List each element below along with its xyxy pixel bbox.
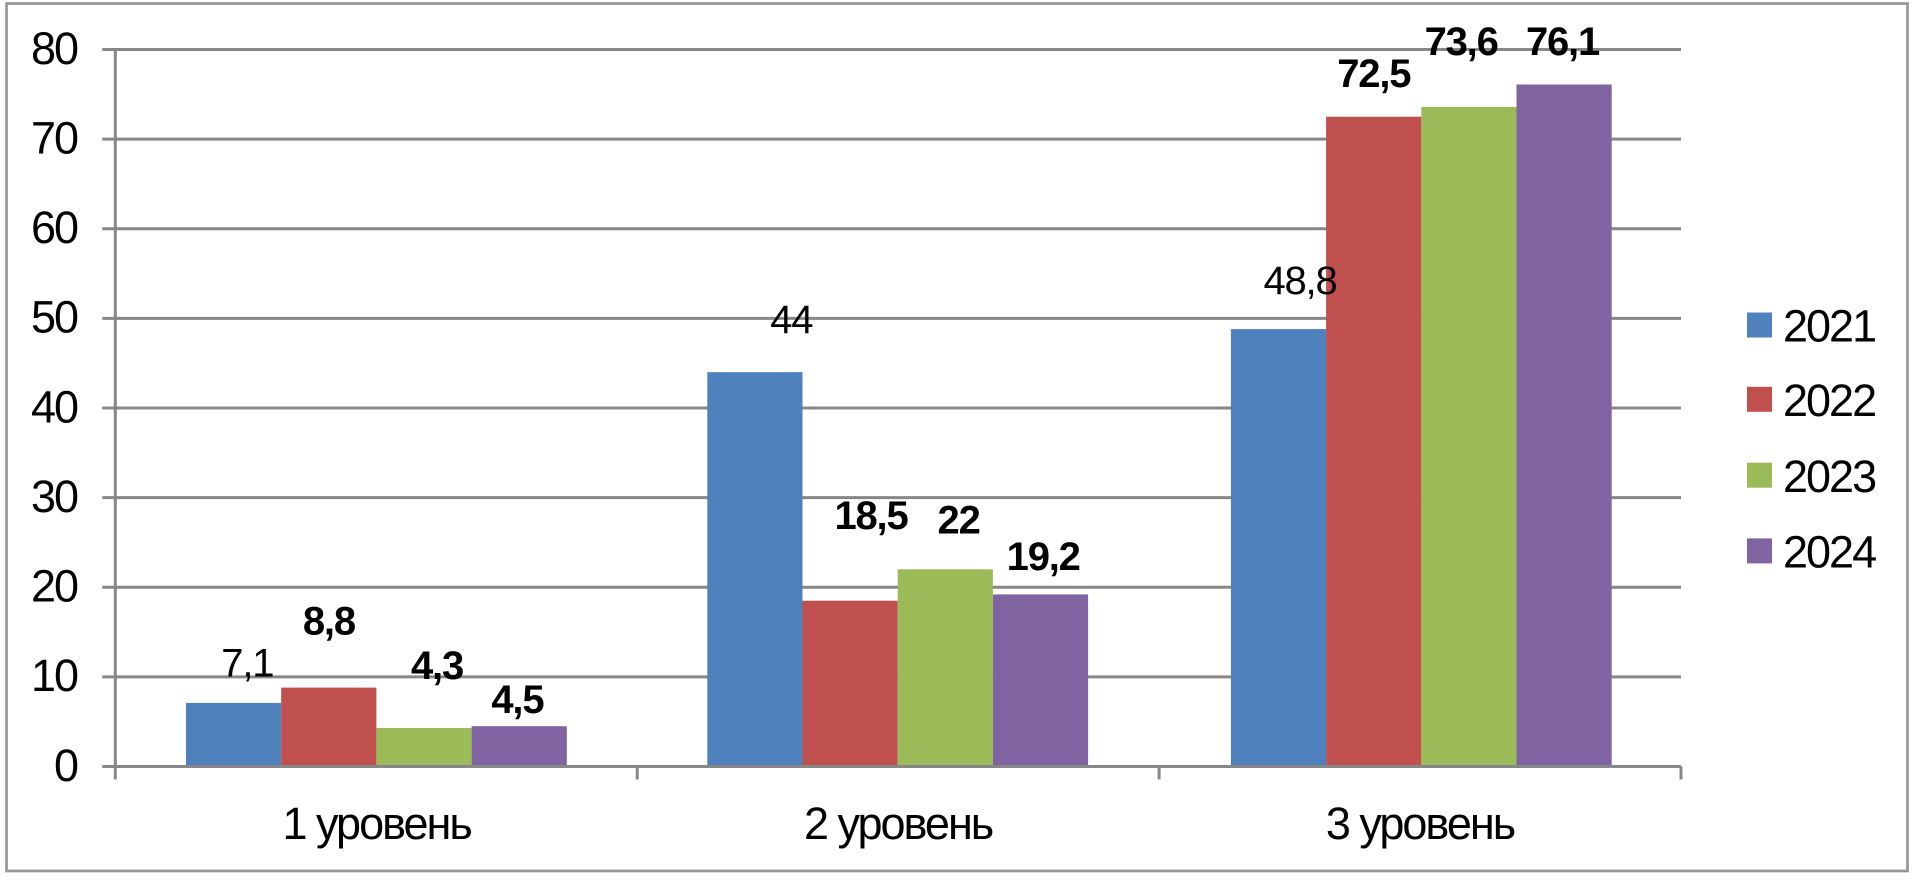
- svg-text:76,1: 76,1: [1526, 20, 1600, 64]
- svg-text:30: 30: [31, 471, 78, 522]
- svg-text:2024: 2024: [1783, 527, 1876, 578]
- svg-text:48,8: 48,8: [1263, 259, 1336, 303]
- svg-text:2023: 2023: [1783, 451, 1876, 502]
- svg-text:72,5: 72,5: [1337, 52, 1411, 96]
- svg-text:70: 70: [31, 112, 78, 163]
- svg-text:80: 80: [31, 23, 78, 74]
- svg-text:2022: 2022: [1783, 375, 1875, 426]
- svg-text:44: 44: [770, 298, 813, 342]
- svg-text:73,6: 73,6: [1425, 20, 1498, 64]
- svg-text:8,8: 8,8: [303, 600, 356, 644]
- svg-text:22: 22: [938, 499, 980, 543]
- svg-text:4,5: 4,5: [491, 678, 544, 722]
- svg-text:0: 0: [54, 740, 78, 791]
- svg-text:2021: 2021: [1783, 301, 1875, 352]
- svg-text:2 уровень: 2 уровень: [804, 798, 993, 849]
- svg-text:4,3: 4,3: [411, 644, 463, 688]
- svg-text:50: 50: [31, 292, 78, 343]
- svg-text:40: 40: [31, 381, 78, 432]
- svg-text:20: 20: [31, 561, 78, 612]
- svg-text:10: 10: [31, 650, 78, 701]
- svg-text:7,1: 7,1: [221, 641, 273, 685]
- svg-text:3 уровень: 3 уровень: [1326, 798, 1515, 849]
- svg-text:1 уровень: 1 уровень: [283, 798, 472, 849]
- svg-text:18,5: 18,5: [834, 494, 908, 538]
- svg-text:60: 60: [31, 202, 78, 253]
- svg-text:19,2: 19,2: [1007, 535, 1080, 579]
